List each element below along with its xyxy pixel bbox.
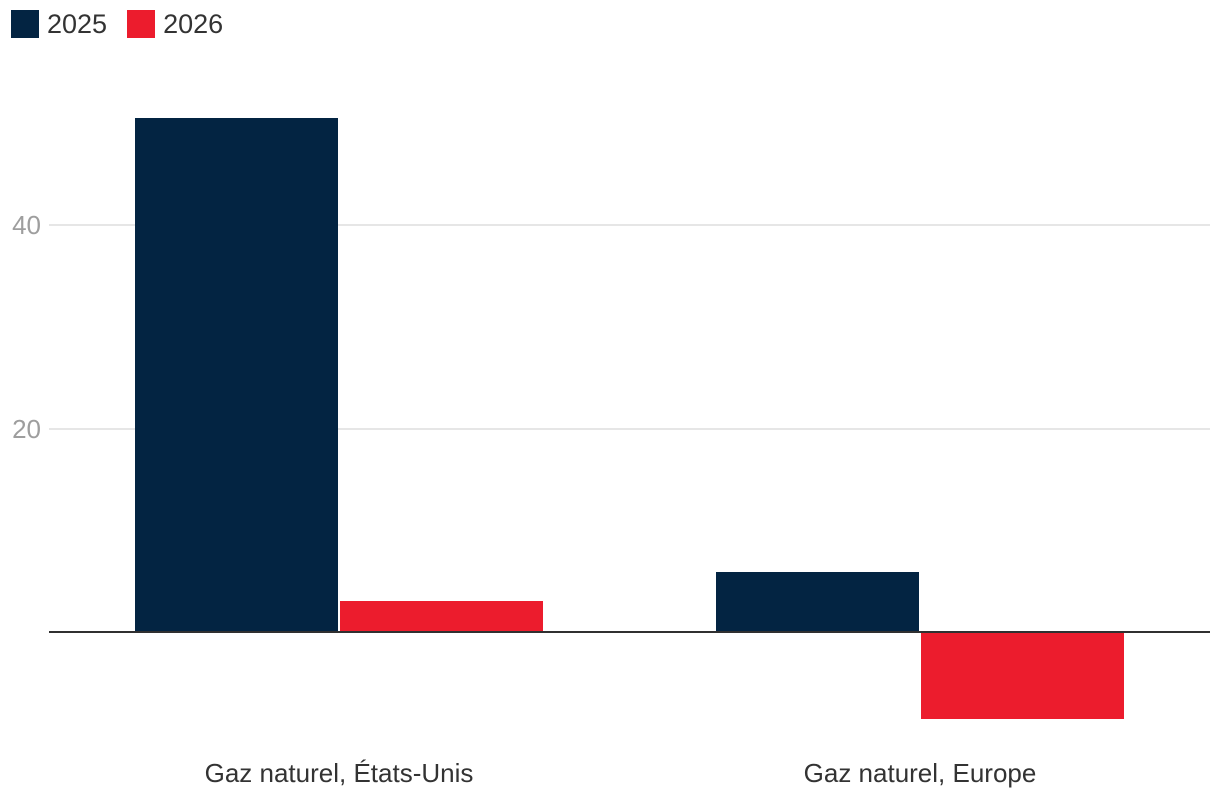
x-axis-line bbox=[49, 631, 1210, 633]
legend-swatch-2025 bbox=[11, 10, 39, 38]
legend-label-2026: 2026 bbox=[163, 9, 224, 39]
legend-swatch-2026 bbox=[127, 10, 156, 38]
bar-2026-cat0[interactable] bbox=[340, 601, 543, 633]
category-label-0: Gaz naturel, États-Unis bbox=[204, 758, 474, 788]
gridline-40 bbox=[49, 223, 1210, 226]
y-tick-label-20: 20 bbox=[12, 413, 41, 444]
category-label-1: Gaz naturel, Europe bbox=[803, 758, 1037, 788]
legend-item-2026[interactable]: 2026 bbox=[127, 10, 223, 38]
legend: 2025 2026 bbox=[11, 10, 223, 38]
bar-2025-cat0[interactable] bbox=[135, 118, 338, 632]
bar-2026-cat1[interactable] bbox=[921, 633, 1124, 719]
legend-item-2025[interactable]: 2025 bbox=[11, 10, 107, 38]
bar-2025-cat1[interactable] bbox=[716, 572, 919, 632]
y-tick-label-40: 40 bbox=[12, 209, 41, 240]
legend-label-2025: 2025 bbox=[47, 9, 108, 39]
gridline-20 bbox=[49, 427, 1210, 430]
